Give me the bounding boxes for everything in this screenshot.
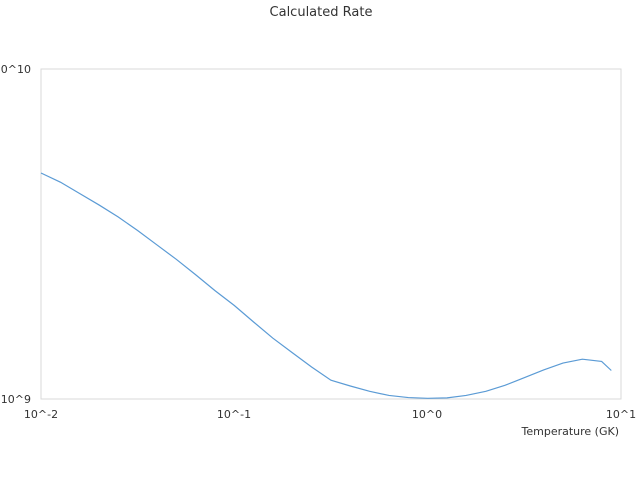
x-tick-label-10e0: 10^0	[412, 408, 442, 421]
rate-curve-line	[40, 172, 612, 399]
x-tick-label-10e1: 10^1	[606, 408, 636, 421]
x-axis-label: Temperature (GK)	[521, 425, 620, 438]
chart-title: Calculated Rate	[270, 5, 373, 20]
x-tick-label-10e-1: 10^-1	[217, 408, 251, 421]
y-tick-label-10e9: 10^9	[1, 393, 31, 406]
x-tick-label-10e-2: 10^-2	[24, 408, 58, 421]
plot-frame	[40, 68, 622, 400]
y-tick-label-10e10: 10^10	[0, 63, 31, 76]
